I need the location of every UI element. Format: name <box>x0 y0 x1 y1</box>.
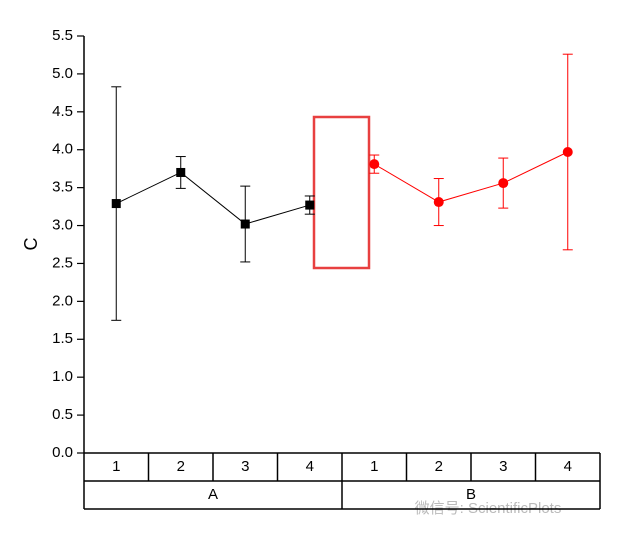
y-tick-label: 1.0 <box>52 368 73 385</box>
x-tick-label: 1 <box>112 458 120 475</box>
x-tick-label: 3 <box>499 458 507 475</box>
highlight-box <box>312 115 371 270</box>
marker <box>498 178 509 189</box>
y-tick-label: 2.0 <box>52 292 73 309</box>
y-tick-label: 3.0 <box>52 217 73 234</box>
group-label: B <box>466 486 476 503</box>
x-tick-label: 2 <box>177 458 185 475</box>
y-tick-label: 3.5 <box>52 179 73 196</box>
marker <box>433 197 444 208</box>
y-axis-label: C <box>21 238 41 251</box>
marker <box>240 219 250 229</box>
line <box>116 171 310 225</box>
group-label: A <box>208 486 218 503</box>
marker <box>562 147 573 158</box>
y-tick-label: 0.0 <box>52 444 73 461</box>
x-tick-label: 3 <box>241 458 249 475</box>
marker <box>111 199 121 209</box>
y-tick-label: 4.5 <box>52 103 73 120</box>
x-tick-label: 4 <box>306 458 314 475</box>
y-tick-label: 2.5 <box>52 254 73 271</box>
x-tick-label: 1 <box>370 458 378 475</box>
y-tick-label: 0.5 <box>52 406 73 423</box>
line <box>373 151 568 203</box>
y-tick-label: 5.0 <box>52 65 73 82</box>
y-tick-label: 4.0 <box>52 141 73 158</box>
marker <box>369 159 380 170</box>
x-tick-label: 4 <box>564 458 572 475</box>
y-tick-label: 1.5 <box>52 330 73 347</box>
x-tick-label: 2 <box>435 458 443 475</box>
marker <box>305 200 315 210</box>
y-tick-label: 5.5 <box>52 27 73 44</box>
marker <box>176 167 186 177</box>
